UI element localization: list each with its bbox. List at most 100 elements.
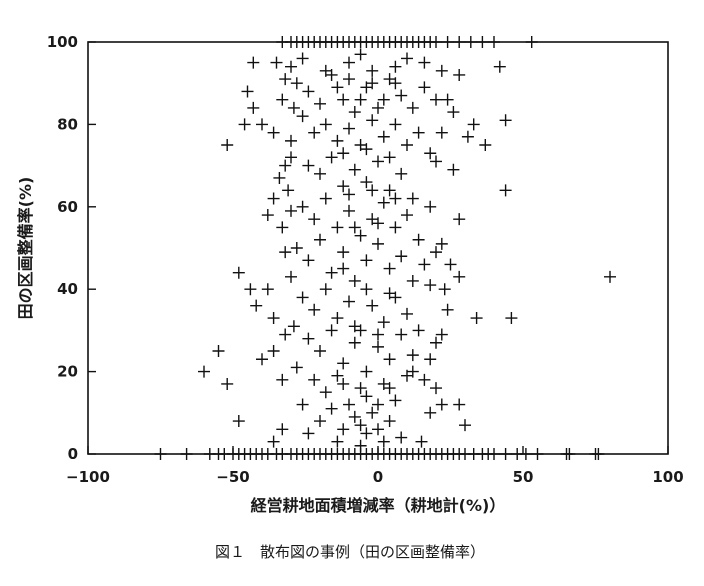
data-point: [360, 176, 373, 189]
data-point: [395, 167, 408, 180]
data-point: [302, 85, 315, 98]
data-point: [519, 448, 532, 460]
data-point: [406, 101, 419, 114]
data-point: [241, 85, 254, 98]
data-point: [424, 200, 437, 213]
data-point: [343, 73, 355, 86]
data-point: [285, 151, 297, 164]
data-point: [499, 114, 512, 127]
data-point: [232, 266, 245, 279]
data-point: [285, 204, 297, 217]
data-point: [238, 118, 251, 131]
data-point: [343, 188, 355, 201]
x-tick-label: −50: [216, 468, 249, 486]
data-point: [250, 299, 263, 312]
data-point: [290, 77, 303, 90]
data-point: [412, 324, 425, 337]
data-point: [366, 299, 379, 312]
data-point: [453, 270, 466, 283]
data-point: [377, 435, 390, 448]
data-point: [406, 349, 419, 362]
data-point: [383, 353, 396, 366]
data-point: [337, 180, 350, 193]
data-point: [154, 448, 167, 460]
data-point: [366, 184, 379, 197]
data-point: [354, 382, 367, 395]
data-point: [406, 274, 419, 287]
data-point: [308, 373, 321, 386]
data-point: [401, 369, 413, 382]
data-point: [337, 262, 350, 275]
data-point: [435, 398, 448, 411]
data-point: [319, 283, 332, 296]
data-point: [285, 60, 297, 73]
data-point: [389, 394, 402, 407]
data-point: [453, 398, 466, 411]
data-point: [276, 93, 289, 106]
data-point: [372, 340, 384, 353]
data-point: [499, 184, 512, 197]
data-point: [256, 353, 268, 366]
data-point: [479, 139, 492, 151]
data-point: [563, 448, 576, 460]
data-point: [424, 353, 437, 366]
data-point: [296, 52, 309, 65]
data-point: [447, 163, 460, 176]
data-point: [366, 64, 379, 77]
data-point: [406, 192, 419, 205]
data-point: [343, 56, 355, 69]
data-point: [256, 118, 268, 131]
data-point: [383, 415, 396, 428]
data-point: [499, 448, 512, 460]
data-point: [412, 126, 425, 139]
data-point: [343, 122, 355, 135]
data-point: [354, 48, 367, 61]
data-point: [372, 155, 384, 168]
data-point: [261, 283, 274, 296]
data-point: [354, 93, 367, 106]
data-point: [348, 106, 361, 119]
data-point: [267, 345, 280, 357]
data-point: [383, 287, 396, 300]
data-point: [430, 382, 442, 395]
data-point: [287, 320, 300, 333]
data-point: [287, 101, 300, 114]
data-point: [395, 328, 408, 341]
data-point: [430, 246, 442, 259]
data-point: [441, 93, 454, 106]
data-point: [401, 139, 413, 151]
data-point: [470, 312, 483, 325]
data-point: [592, 448, 605, 460]
data-point: [296, 110, 309, 123]
data-point: [337, 147, 350, 160]
data-point: [372, 237, 384, 250]
data-point: [377, 196, 390, 209]
data-point: [337, 357, 350, 370]
y-tick-label: 60: [57, 198, 78, 216]
data-point: [430, 155, 442, 168]
data-point: [389, 192, 402, 205]
data-point: [319, 64, 332, 77]
data-point: [435, 328, 448, 341]
x-tick-label: −100: [66, 468, 110, 486]
data-point: [488, 36, 500, 48]
data-point: [377, 93, 390, 106]
data-point: [279, 73, 292, 86]
data-point: [366, 77, 379, 90]
data-point: [319, 118, 332, 131]
data-point: [314, 97, 326, 110]
data-point: [337, 246, 350, 259]
data-point: [325, 324, 338, 337]
data-point: [366, 114, 379, 127]
data-point: [273, 171, 286, 184]
data-point: [430, 336, 442, 349]
data-point: [267, 312, 280, 325]
figure-caption: 図１ 散布図の事例（田の区画整備率）: [215, 543, 485, 561]
data-point: [343, 295, 355, 308]
data-point: [354, 439, 367, 452]
data-point: [418, 81, 431, 94]
data-point: [444, 258, 457, 271]
data-point: [372, 217, 384, 230]
data-point: [314, 345, 326, 357]
data-point: [296, 291, 309, 304]
